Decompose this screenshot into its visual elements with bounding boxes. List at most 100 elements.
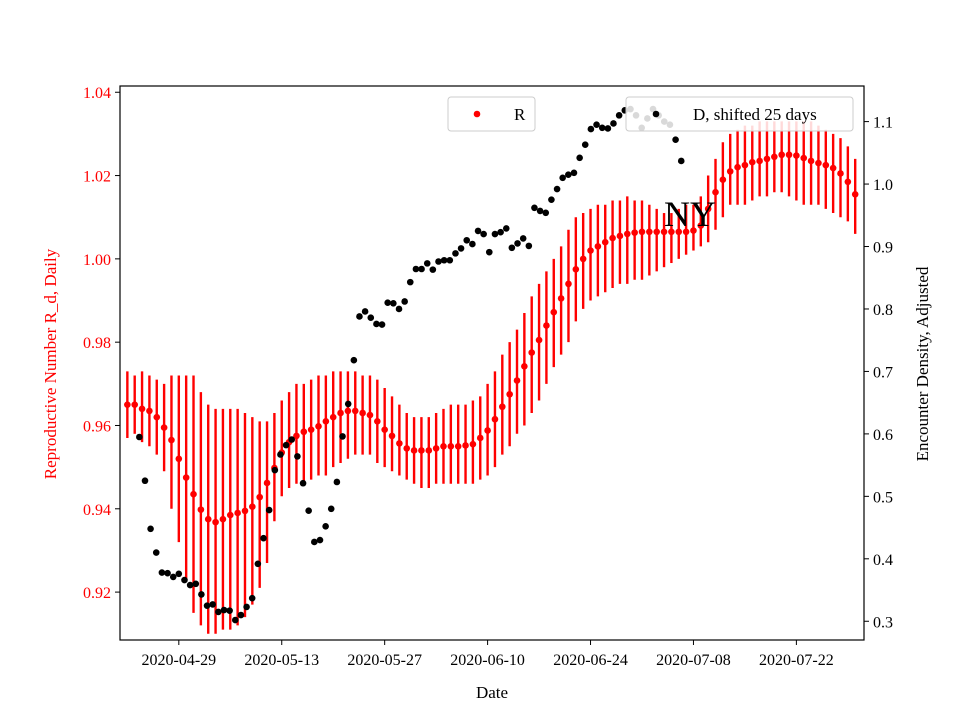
- d-point: [474, 227, 482, 235]
- r-point: [469, 440, 477, 448]
- x-tick-label: 2020-07-22: [759, 652, 834, 669]
- r-point: [388, 432, 396, 440]
- r-point: [800, 154, 808, 162]
- d-point: [327, 505, 335, 513]
- d-point: [294, 453, 301, 460]
- y-left-axis-label: Reproductive Number R_d, Daily: [41, 248, 60, 479]
- d-point: [576, 154, 583, 162]
- d-point: [587, 125, 595, 133]
- d-point: [169, 573, 177, 581]
- r-point: [160, 424, 168, 431]
- x-tick-label: 2020-05-27: [347, 652, 422, 669]
- r-point: [146, 407, 153, 415]
- d-point: [288, 436, 296, 443]
- r-point: [748, 158, 756, 166]
- r-series: [124, 151, 859, 526]
- y-right-tick-label: 0.3: [873, 614, 893, 631]
- r-point: [410, 447, 418, 454]
- r-point: [535, 336, 543, 344]
- y-right-tick-label: 0.6: [873, 427, 893, 444]
- r-point: [822, 161, 830, 169]
- d-point: [395, 305, 403, 313]
- d-point: [378, 321, 386, 328]
- r-point: [381, 426, 388, 433]
- r-point: [359, 409, 366, 417]
- y-right-axis-label: Encounter Density, Adjusted: [913, 266, 932, 461]
- d-point: [344, 400, 352, 408]
- y-right-tick-label: 0.4: [873, 552, 893, 569]
- r-point: [432, 445, 440, 452]
- y-left-tick-label: 0.96: [83, 418, 111, 435]
- d-point: [418, 265, 425, 273]
- r-point: [403, 445, 411, 452]
- r-point: [124, 401, 131, 408]
- r-point: [726, 168, 734, 175]
- y-right-tick-label: 0.7: [873, 364, 893, 381]
- r-point: [756, 157, 763, 165]
- r-point: [491, 415, 499, 423]
- r-point: [366, 411, 374, 419]
- r-point: [315, 423, 322, 430]
- x-tick-label: 2020-05-13: [244, 652, 319, 669]
- r-point: [234, 509, 241, 517]
- r-point: [138, 405, 146, 413]
- d-point: [136, 433, 143, 441]
- d-point: [390, 300, 397, 307]
- d-point: [333, 478, 341, 486]
- d-point: [497, 228, 504, 236]
- r-point: [851, 191, 859, 198]
- y-right-axis: 0.3 0.4 0.5 0.6 0.7 0.8 0.9 1.0 1.1: [864, 115, 893, 631]
- d-point: [237, 611, 245, 619]
- d-point: [192, 580, 200, 588]
- d-point: [361, 308, 369, 315]
- r-point: [322, 418, 330, 425]
- d-point: [260, 534, 267, 542]
- r-point: [638, 228, 646, 236]
- d-point: [384, 299, 391, 307]
- r-point: [351, 407, 359, 415]
- r-point: [837, 170, 844, 177]
- r-point: [513, 377, 521, 384]
- d-point: [593, 121, 600, 129]
- r-point: [741, 161, 749, 169]
- d-point: [542, 209, 550, 217]
- r-point: [616, 232, 624, 240]
- legend-d-label: D, shifted 25 days: [693, 105, 817, 124]
- r-point: [263, 479, 271, 487]
- d-point: [350, 356, 358, 364]
- r-point: [329, 413, 337, 421]
- d-point: [209, 601, 217, 608]
- x-tick-label: 2020-07-08: [656, 652, 731, 669]
- r-point: [182, 474, 190, 481]
- d-point: [373, 320, 380, 328]
- d-point: [175, 570, 183, 578]
- r-point: [778, 151, 785, 159]
- r-point: [609, 234, 616, 242]
- d-point: [406, 278, 414, 286]
- r-point: [476, 434, 484, 442]
- d-point: [220, 606, 228, 614]
- r-point: [719, 176, 727, 184]
- x-axis: 2020-04-29 2020-05-13 2020-05-27 2020-06-10…: [141, 640, 834, 669]
- r-point: [300, 428, 308, 436]
- r-point: [653, 228, 660, 236]
- d-point: [198, 591, 205, 598]
- r-point: [484, 427, 491, 434]
- r-point: [565, 280, 572, 288]
- y-right-tick-label: 1.0: [873, 177, 893, 194]
- r-point: [550, 308, 558, 316]
- r-point: [506, 390, 513, 398]
- legend-r-box: [447, 96, 536, 132]
- r-point: [579, 255, 587, 263]
- d-point: [525, 242, 533, 250]
- plot-frame: [119, 85, 865, 641]
- r-point: [337, 409, 344, 417]
- r-point: [594, 243, 602, 250]
- y-left-tick-label: 0.92: [83, 585, 111, 602]
- r-point: [447, 443, 455, 450]
- r-point: [690, 227, 697, 234]
- d-point: [181, 576, 188, 584]
- y-right-tick-label: 1.1: [873, 115, 893, 132]
- legend-r-label: R: [514, 105, 526, 124]
